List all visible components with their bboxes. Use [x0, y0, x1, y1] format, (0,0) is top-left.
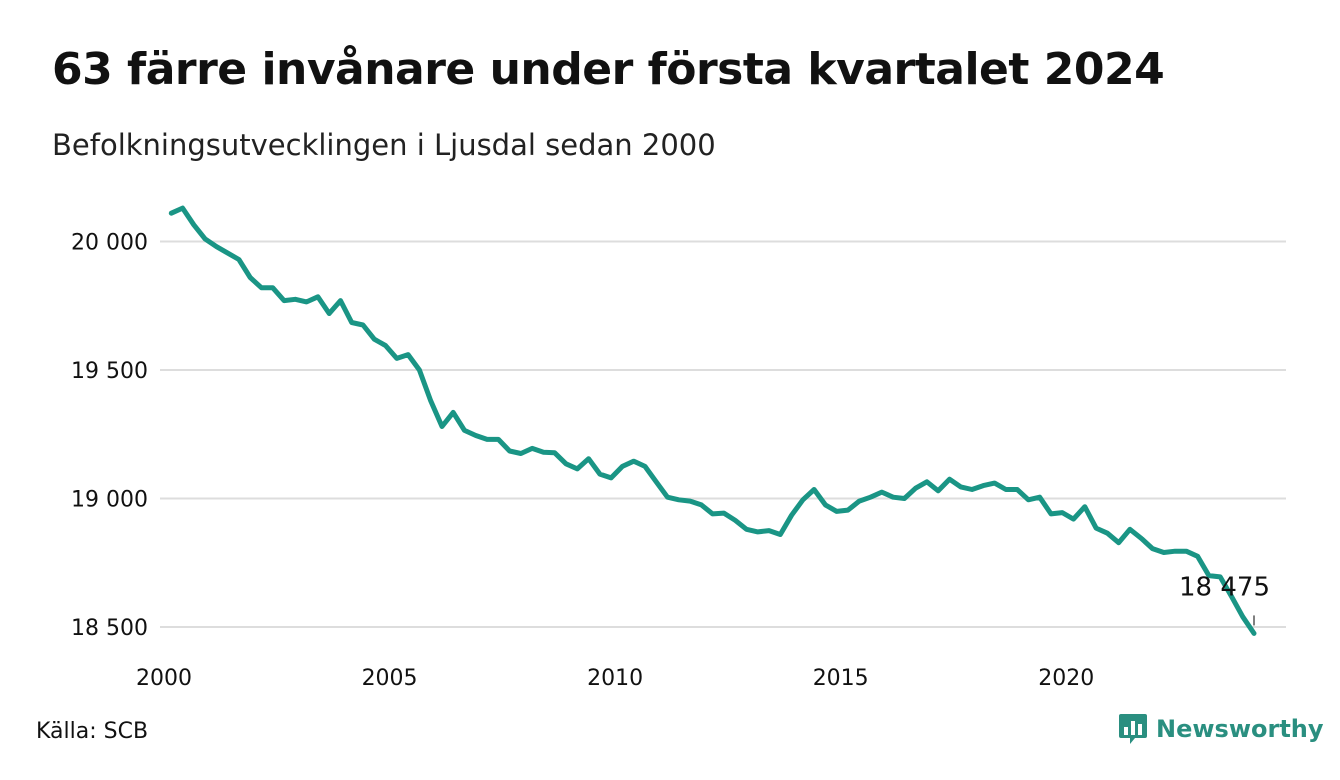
newsworthy-logo-icon	[1119, 714, 1147, 744]
y-tick-label: 18 500	[71, 616, 148, 641]
gridlines	[160, 240, 1286, 628]
chart-subtitle: Befolkningsutvecklingen i Ljusdal sedan …	[52, 128, 716, 162]
y-tick-label: 19 000	[71, 488, 148, 513]
brand-name: Newsworthy	[1156, 715, 1324, 743]
y-tick-label: 19 500	[71, 359, 148, 384]
x-tick-label: 2010	[587, 666, 643, 691]
chart-title: 63 färre invånare under första kvartalet…	[52, 44, 1165, 95]
series-line	[168, 205, 1257, 636]
x-tick-label: 2015	[813, 666, 869, 691]
x-axis-labels: 2000 2005 2010 2015 2020	[136, 666, 1094, 691]
annotation-layer: 18 475	[1179, 572, 1270, 626]
brand-logo[interactable]: Newsworthy	[1118, 712, 1324, 746]
x-tick-label: 2000	[136, 666, 192, 691]
x-tick-label: 2020	[1038, 666, 1094, 691]
y-axis-labels: 18 500 19 000 19 500 20 000	[71, 231, 148, 642]
x-tick-label: 2005	[362, 666, 418, 691]
series-line-layer	[168, 205, 1257, 636]
source-label: Källa: SCB	[36, 719, 149, 744]
end-value-label: 18 475	[1179, 572, 1270, 602]
y-tick-label: 20 000	[71, 231, 148, 256]
